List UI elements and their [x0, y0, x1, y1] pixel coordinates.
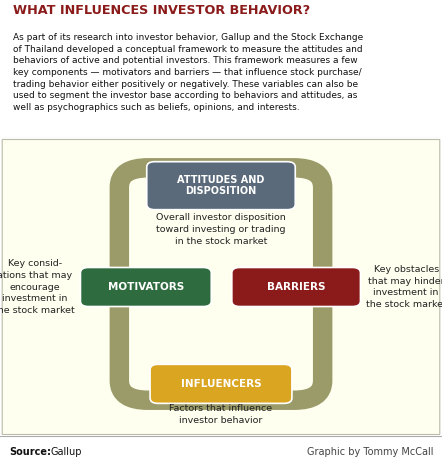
Text: Graphic by Tommy McCall: Graphic by Tommy McCall: [307, 447, 433, 457]
FancyBboxPatch shape: [150, 364, 292, 403]
Text: BARRIERS: BARRIERS: [267, 282, 325, 292]
Text: Gallup: Gallup: [51, 447, 82, 457]
Text: Overall investor disposition
toward investing or trading
in the stock market: Overall investor disposition toward inve…: [156, 213, 286, 246]
Text: Source:: Source:: [9, 447, 51, 457]
Text: Key consid-
ations that may
encourage
investment in
the stock market: Key consid- ations that may encourage in…: [0, 259, 75, 315]
Text: INFLUENCERS: INFLUENCERS: [181, 379, 261, 389]
Text: MOTIVATORS: MOTIVATORS: [108, 282, 184, 292]
FancyBboxPatch shape: [147, 161, 295, 210]
Text: As part of its research into investor behavior, Gallup and the Stock Exchange
of: As part of its research into investor be…: [13, 33, 363, 112]
FancyBboxPatch shape: [80, 268, 211, 307]
Text: Factors that influence
investor behavior: Factors that influence investor behavior: [169, 404, 273, 425]
Text: ATTITUDES AND
DISPOSITION: ATTITUDES AND DISPOSITION: [177, 175, 265, 197]
FancyBboxPatch shape: [232, 268, 361, 307]
FancyBboxPatch shape: [2, 139, 440, 434]
Text: WHAT INFLUENCES INVESTOR BEHAVIOR?: WHAT INFLUENCES INVESTOR BEHAVIOR?: [13, 4, 310, 17]
Text: Key obstacles
that may hinder
investment in
the stock market: Key obstacles that may hinder investment…: [366, 265, 442, 309]
